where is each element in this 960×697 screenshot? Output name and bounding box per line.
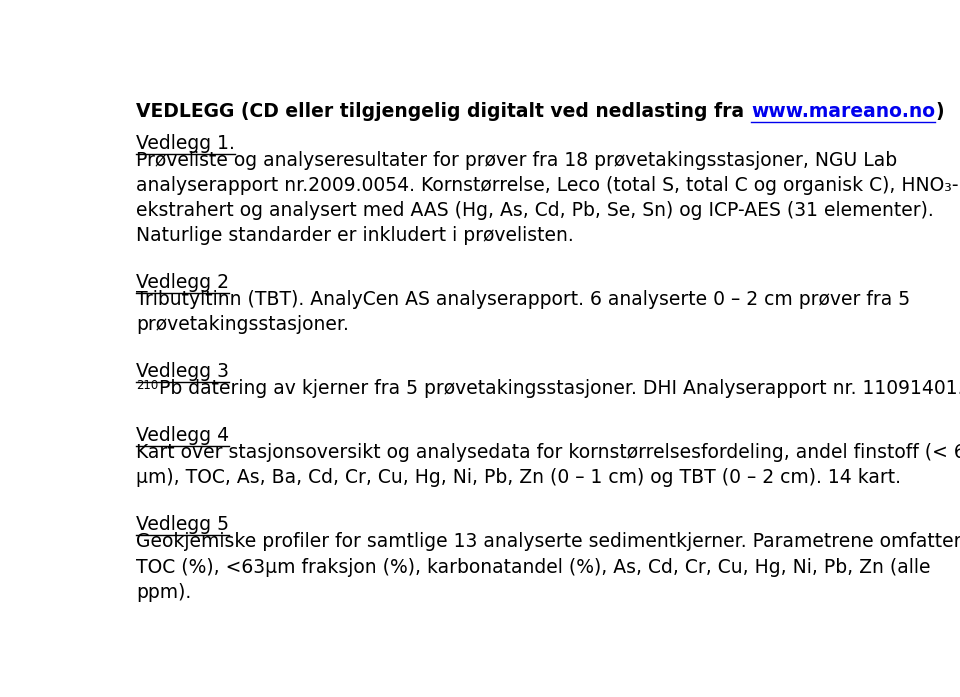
Text: Pb datering av kjerner fra 5 prøvetakingsstasjoner. DHI Analyserapport nr. 11091: Pb datering av kjerner fra 5 prøvetaking… [158,379,960,399]
Text: Vedlegg 5: Vedlegg 5 [136,515,229,534]
Text: Vedlegg 1.: Vedlegg 1. [136,134,235,153]
Text: Vedlegg 2: Vedlegg 2 [136,273,229,292]
Text: Vedlegg 4: Vedlegg 4 [136,426,229,445]
Text: 210: 210 [136,379,158,392]
Text: Tributyltinn (TBT). AnalyCen AS analyserapport. 6 analyserte 0 – 2 cm prøver fra: Tributyltinn (TBT). AnalyCen AS analyser… [136,290,910,309]
Text: μm), TOC, As, Ba, Cd, Cr, Cu, Hg, Ni, Pb, Zn (0 – 1 cm) og TBT (0 – 2 cm). 14 ka: μm), TOC, As, Ba, Cd, Cr, Cu, Hg, Ni, Pb… [136,468,901,487]
Text: www.mareano.no: www.mareano.no [751,102,935,121]
Text: ppm).: ppm). [136,583,192,602]
Text: Kart over stasjonsoversikt og analysedata for kornstørrelsesfordeling, andel fin: Kart over stasjonsoversikt og analysedat… [136,443,960,462]
Text: ): ) [935,102,944,121]
Text: prøvetakingsstasjoner.: prøvetakingsstasjoner. [136,316,349,335]
Text: VEDLEGG (CD eller tilgjengelig digitalt ved nedlasting fra: VEDLEGG (CD eller tilgjengelig digitalt … [136,102,751,121]
Text: Prøveliste og analyseresultater for prøver fra 18 prøvetakingsstasjoner, NGU Lab: Prøveliste og analyseresultater for prøv… [136,151,898,170]
Text: Geokjemiske profiler for samtlige 13 analyserte sedimentkjerner. Parametrene omf: Geokjemiske profiler for samtlige 13 ana… [136,533,960,551]
Text: ekstrahert og analysert med AAS (Hg, As, Cd, Pb, Se, Sn) og ICP-AES (31 elemente: ekstrahert og analysert med AAS (Hg, As,… [136,201,934,220]
Text: Naturlige standarder er inkludert i prøvelisten.: Naturlige standarder er inkludert i prøv… [136,227,574,245]
Text: TOC (%), <63μm fraksjon (%), karbonatandel (%), As, Cd, Cr, Cu, Hg, Ni, Pb, Zn (: TOC (%), <63μm fraksjon (%), karbonatand… [136,558,931,576]
Text: Vedlegg 3: Vedlegg 3 [136,362,229,381]
Text: analyserapport nr.2009.0054. Kornstørrelse, Leco (total S, total C og organisk C: analyserapport nr.2009.0054. Kornstørrel… [136,176,959,195]
